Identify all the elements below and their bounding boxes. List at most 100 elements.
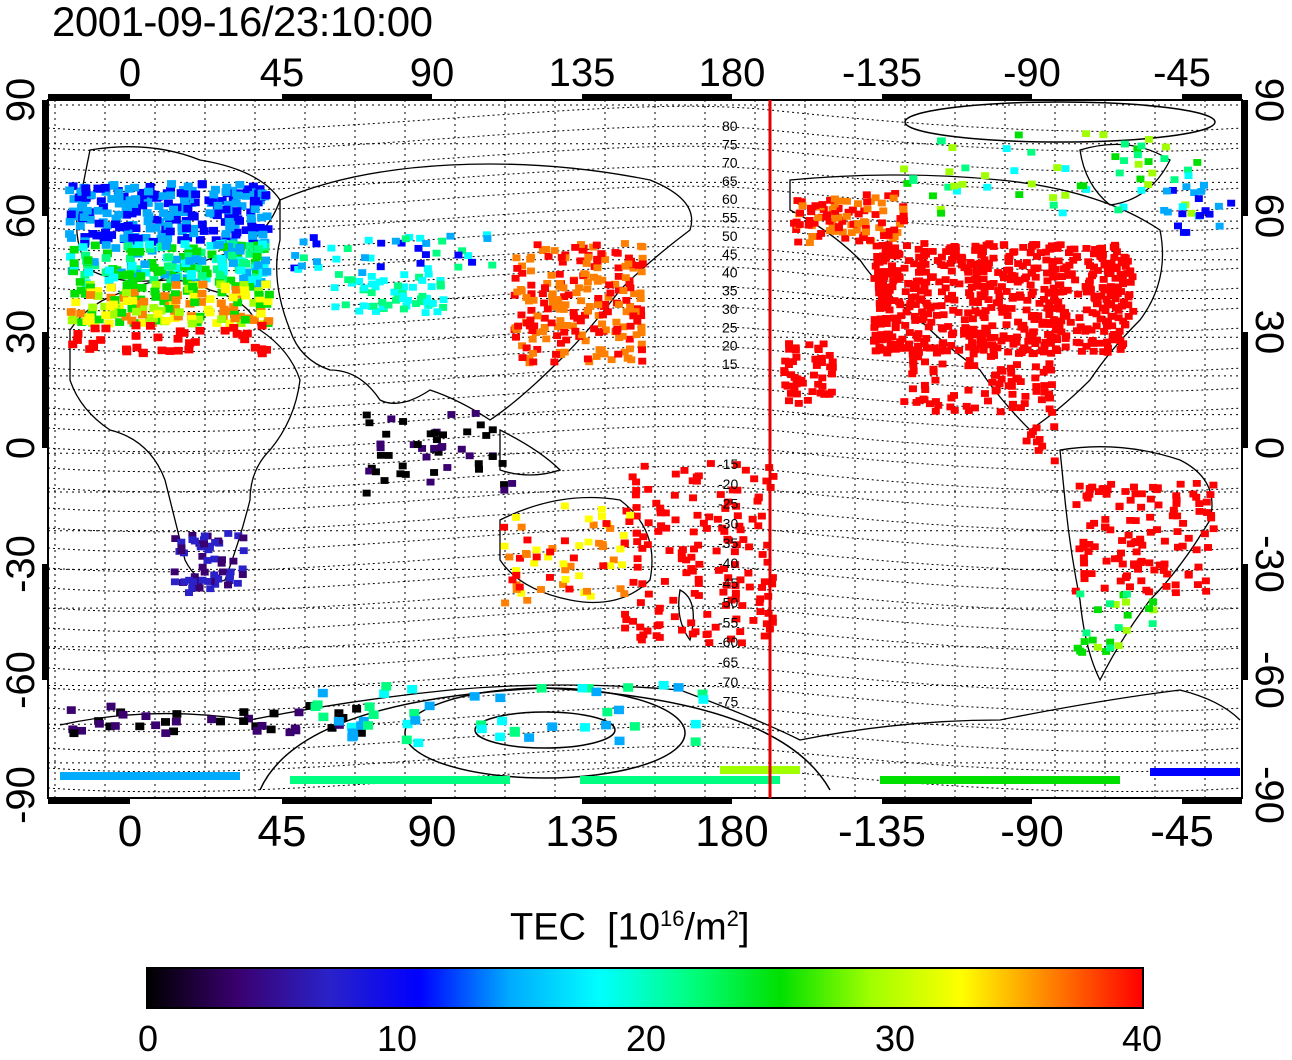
- tec-sample: [895, 220, 904, 228]
- tec-sample: [875, 289, 884, 297]
- tec-sample: [246, 217, 256, 225]
- tec-sample: [1169, 506, 1178, 514]
- tec-sample: [211, 580, 220, 588]
- tec-sample: [131, 224, 141, 233]
- tec-sample: [999, 274, 1008, 282]
- tec-sample: [179, 197, 189, 206]
- tec-sample: [1184, 166, 1193, 174]
- tec-sample: [356, 729, 366, 737]
- tec-sample: [1102, 322, 1111, 330]
- tec-sample: [401, 471, 410, 478]
- tec-sample: [241, 226, 251, 234]
- tec-sample: [914, 330, 923, 337]
- tec-sample: [749, 617, 758, 624]
- tec-sample: [613, 705, 624, 715]
- tec-sample: [916, 267, 925, 275]
- tec-sample: [1048, 258, 1057, 265]
- left-lat-label: -30: [0, 535, 43, 593]
- tec-sample: [897, 312, 906, 320]
- tec-sample: [611, 280, 620, 288]
- tec-sample: [264, 290, 274, 299]
- tec-sample: [976, 329, 985, 337]
- tec-sample: [538, 290, 547, 298]
- tec-sample: [170, 568, 179, 576]
- tec-sample: [909, 360, 918, 368]
- tec-sample: [218, 568, 227, 576]
- tec-sample: [1048, 408, 1057, 416]
- tec-sample: [408, 283, 417, 291]
- tec-sample: [318, 712, 329, 722]
- tec-sample: [1040, 382, 1049, 389]
- tec-sample: [994, 298, 1003, 306]
- tec-sample: [938, 341, 947, 348]
- tec-sample: [185, 299, 195, 308]
- tec-sample: [950, 407, 959, 414]
- tec-sample: [614, 736, 625, 746]
- tec-sample: [911, 283, 920, 291]
- tec-sample: [936, 206, 945, 213]
- tec-sample: [96, 336, 106, 344]
- tec-sample: [954, 309, 963, 316]
- tec-sample: [219, 305, 229, 314]
- right-lat-label: -60: [1247, 651, 1291, 709]
- tec-sample: [375, 278, 384, 286]
- tec-sample: [170, 306, 180, 315]
- tec-sample: [127, 262, 137, 270]
- tec-sample: [447, 411, 456, 418]
- tec-sample: [65, 230, 75, 238]
- tec-sample: [719, 565, 728, 573]
- tec-sample: [162, 283, 172, 291]
- tec-sample: [920, 396, 929, 404]
- tec-sample: [1118, 537, 1127, 544]
- tec-sample: [692, 477, 701, 485]
- tec-sample: [423, 265, 432, 273]
- tec-sample: [1154, 501, 1163, 509]
- tec-sample: [171, 255, 181, 264]
- tec-sample: [1075, 339, 1084, 347]
- colorbar-unit-suffix: ]: [738, 906, 750, 949]
- tec-sample: [399, 295, 408, 303]
- tec-sample: [1121, 598, 1130, 606]
- tec-sample: [141, 233, 151, 242]
- tec-sample: [835, 197, 844, 205]
- tec-sample: [881, 304, 890, 312]
- tec-sample: [1004, 348, 1013, 356]
- tec-sample: [593, 264, 602, 272]
- tec-sample: [527, 253, 536, 261]
- tec-sample: [104, 266, 114, 275]
- tec-sample: [689, 528, 698, 536]
- tec-sample: [982, 330, 991, 338]
- tec-sample: [793, 197, 802, 204]
- left-lat-label: 90: [0, 78, 43, 123]
- tec-sample: [1171, 589, 1180, 597]
- contour-label: -25: [718, 496, 738, 512]
- tec-sample: [229, 324, 239, 332]
- tec-sample: [632, 478, 641, 486]
- tec-sample: [544, 253, 553, 260]
- tec-sample: [1146, 495, 1155, 503]
- tec-sample: [913, 353, 922, 361]
- tec-sample: [660, 578, 669, 585]
- tec-sample: [247, 225, 257, 234]
- tec-sample: [705, 513, 714, 521]
- tec-sample: [89, 343, 99, 352]
- tec-sample: [1107, 480, 1116, 488]
- tec-sample: [671, 516, 680, 524]
- tec-sample: [972, 267, 981, 275]
- tec-sample: [891, 324, 900, 332]
- tec-sample: [891, 190, 900, 197]
- tec-sample: [86, 191, 96, 199]
- tec-sample: [890, 297, 899, 305]
- tec-sample: [915, 296, 924, 304]
- tec-sample: [1057, 317, 1066, 325]
- tec-sample: [245, 283, 255, 291]
- tec-sample: [1010, 292, 1019, 300]
- tec-sample: [1115, 503, 1124, 511]
- tec-sample: [149, 263, 159, 272]
- tec-sample: [830, 228, 839, 235]
- tec-sample: [633, 555, 642, 563]
- tec-sample: [1027, 291, 1036, 299]
- tec-sample: [517, 589, 526, 597]
- tec-sample: [344, 276, 353, 284]
- tec-sample: [598, 276, 607, 284]
